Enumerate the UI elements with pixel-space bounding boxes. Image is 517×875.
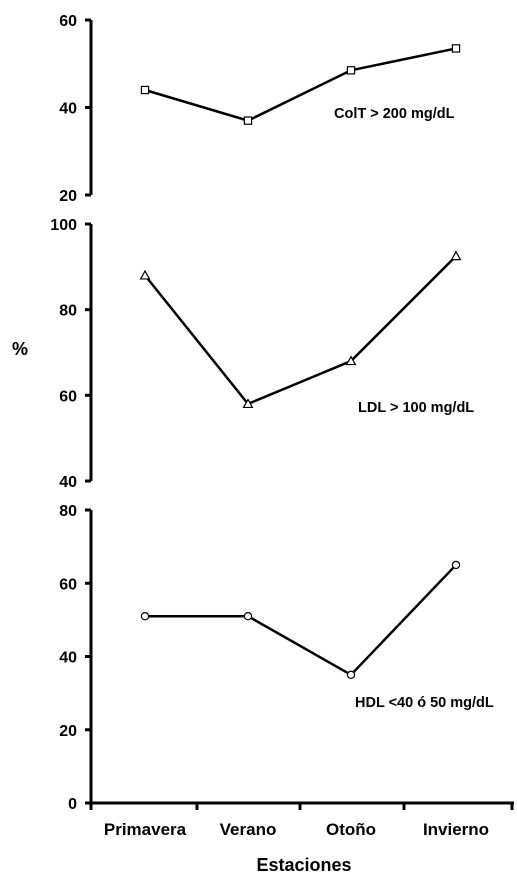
- chart-panels: 20 40 60 ColT > 200 mg/dL 40 60 80 100 LDL > 100…: [50, 13, 494, 813]
- data-point: [451, 44, 461, 53]
- series-line: [144, 255, 457, 406]
- panel-2: 40 60 80 100 LDL > 100 mg/dL: [50, 217, 474, 491]
- data-point: [140, 612, 150, 621]
- data-point: [243, 116, 253, 125]
- x-tick-label: Verano: [220, 820, 277, 839]
- series-label: ColT > 200 mg/dL: [334, 106, 455, 122]
- y-tick-label: 80: [59, 303, 77, 320]
- panel-3: 0 20 40 60 80 HDL <40 ó 50 mg/dL: [59, 503, 494, 813]
- series-line: [144, 47, 457, 122]
- data-point: [140, 85, 150, 95]
- y-tick-label: 60: [59, 13, 77, 30]
- y-tick-label: 60: [59, 576, 77, 593]
- x-tick-label: Primavera: [104, 820, 187, 839]
- y-tick-label: 40: [59, 474, 77, 491]
- x-axis-title: Estaciones: [256, 855, 351, 875]
- data-point: [346, 66, 356, 75]
- y-tick-label: 60: [59, 388, 77, 405]
- y-tick-label: 40: [59, 650, 77, 667]
- panel-1: 20 40 60 ColT > 200 mg/dL: [59, 13, 461, 205]
- x-tick-label: Otoño: [326, 820, 376, 839]
- y-axis-title: %: [12, 339, 28, 359]
- data-point: [243, 612, 253, 621]
- data-point: [451, 560, 461, 570]
- y-tick-label: 100: [50, 217, 77, 234]
- x-tick-label: Invierno: [423, 820, 489, 839]
- y-tick-label: 40: [59, 101, 77, 118]
- series-label: HDL <40 ó 50 mg/dL: [355, 695, 494, 711]
- y-tick-label: 20: [59, 188, 77, 205]
- series-label: LDL > 100 mg/dL: [358, 400, 474, 416]
- data-point: [346, 670, 356, 680]
- data-point: [242, 398, 254, 409]
- y-tick-label: 20: [59, 723, 77, 740]
- y-tick-label: 0: [68, 796, 77, 813]
- data-point: [450, 250, 462, 261]
- series-line: [145, 564, 457, 677]
- data-point: [345, 355, 357, 366]
- x-axis: Primavera Verano Otoño Invierno: [89, 801, 514, 839]
- data-point: [139, 269, 151, 280]
- y-tick-label: 80: [59, 503, 77, 520]
